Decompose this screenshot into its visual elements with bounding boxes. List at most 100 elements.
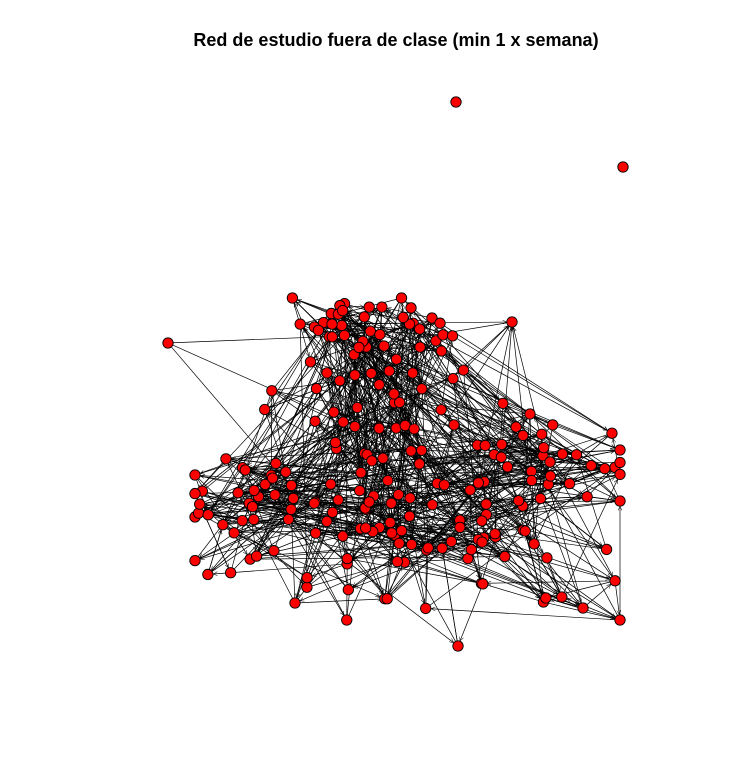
edge (460, 588, 482, 641)
edge (319, 335, 359, 468)
node (269, 489, 281, 501)
edge (506, 446, 615, 499)
node (250, 550, 263, 562)
edge (278, 474, 281, 476)
node (332, 494, 344, 506)
edge (346, 339, 417, 459)
node (294, 318, 306, 330)
node (385, 497, 397, 509)
node (354, 484, 366, 497)
edge (234, 513, 287, 570)
edge (320, 423, 480, 481)
node (476, 536, 488, 548)
node (326, 318, 338, 330)
node (585, 459, 597, 472)
edge (255, 557, 500, 560)
edge (501, 535, 602, 550)
node (541, 552, 553, 564)
node (337, 530, 349, 542)
node (452, 640, 464, 652)
node (374, 328, 386, 341)
edge (405, 404, 518, 435)
edge (360, 411, 540, 598)
edge (396, 524, 542, 557)
edge (200, 427, 350, 473)
edge (464, 527, 475, 537)
edge (262, 406, 390, 494)
edge (415, 517, 477, 521)
node (413, 458, 426, 470)
node (246, 501, 259, 513)
edge (425, 331, 608, 431)
node (405, 302, 417, 314)
node (434, 317, 446, 329)
edge (387, 567, 403, 595)
node (301, 581, 313, 593)
node (349, 369, 361, 381)
node (501, 461, 514, 473)
edge (328, 378, 334, 407)
node (336, 319, 348, 332)
node (435, 404, 447, 416)
node (202, 509, 214, 521)
node (600, 543, 613, 556)
edge (211, 523, 251, 571)
node (349, 420, 361, 433)
node (232, 487, 244, 499)
node (472, 477, 485, 489)
node (436, 542, 448, 554)
node (391, 555, 403, 568)
node (373, 422, 385, 434)
edge (279, 430, 392, 493)
node (301, 572, 313, 584)
node (383, 365, 395, 377)
node (266, 385, 278, 397)
edge (338, 319, 360, 468)
edge (251, 496, 252, 499)
node (496, 438, 508, 450)
edge (430, 428, 550, 546)
edge (250, 429, 349, 469)
isolated-node (450, 96, 462, 108)
edge (437, 491, 466, 503)
node (510, 421, 522, 433)
edge (450, 465, 586, 484)
edge (391, 545, 447, 596)
edge (512, 467, 564, 482)
node (326, 506, 339, 518)
edge (407, 501, 615, 530)
node (577, 602, 589, 614)
edge (615, 586, 620, 614)
edge (557, 426, 615, 448)
edge (381, 433, 440, 544)
node (392, 488, 405, 501)
edge (563, 479, 617, 593)
edge (389, 348, 548, 423)
edge (239, 535, 270, 549)
edge (506, 408, 540, 452)
edge (440, 345, 500, 400)
node (225, 567, 237, 579)
node (415, 444, 428, 456)
node (228, 527, 240, 539)
node (448, 419, 460, 431)
edge (300, 599, 381, 604)
node (308, 497, 320, 509)
edge (385, 356, 440, 454)
edge (200, 494, 321, 521)
edge (258, 341, 331, 551)
edge (172, 344, 350, 424)
node (325, 478, 337, 490)
edge (299, 329, 307, 573)
edge (476, 551, 558, 595)
node (393, 396, 406, 408)
edge (545, 497, 582, 498)
node (489, 528, 501, 540)
node (405, 538, 418, 551)
edge (548, 562, 560, 592)
edge (199, 522, 283, 559)
edge (204, 507, 303, 575)
node (364, 325, 377, 337)
edge (402, 303, 403, 311)
